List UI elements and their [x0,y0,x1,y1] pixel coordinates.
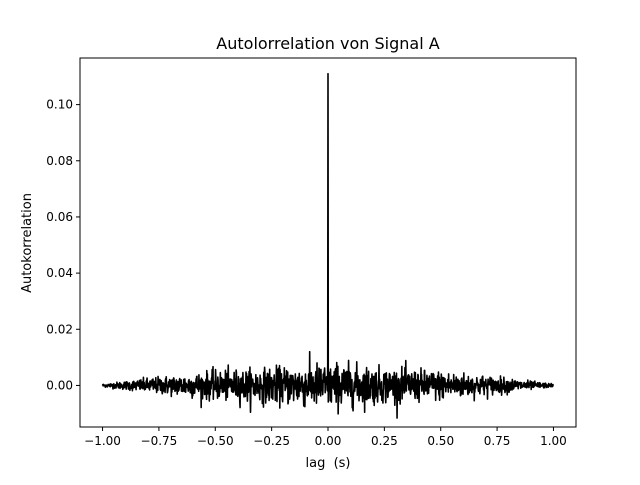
x-axis: −1.00 −0.75 −0.50 −0.25 0.00 0.25 0.50 0.75 1.00 [84,427,567,448]
x-tick-label: 0.00 [315,434,342,448]
x-tick-label: −0.25 [253,434,290,448]
y-tick-label: 0.02 [46,322,73,336]
y-tick-label: 0.04 [46,266,73,280]
plot-area [101,72,555,419]
x-tick-label: −1.00 [84,434,121,448]
y-tick-label: 0.10 [46,98,73,112]
chart-title: Autolorrelation von Signal A [216,34,439,53]
x-axis-label: lag (s) [305,456,350,471]
y-axis: 0.00 0.02 0.04 0.06 0.08 0.10 [46,98,80,392]
y-axis-label: Autokorrelation [20,193,35,293]
x-tick-label: 0.50 [427,434,454,448]
x-tick-label: 1.00 [540,434,567,448]
y-tick-label: 0.08 [46,154,73,168]
x-tick-label: 0.75 [484,434,511,448]
x-tick-label: −0.75 [141,434,178,448]
y-tick-label: 0.06 [46,210,73,224]
x-tick-label: 0.25 [371,434,398,448]
y-tick-label: 0.00 [46,378,73,392]
x-tick-label: −0.50 [197,434,234,448]
autocorrelation-series-line [101,72,555,419]
